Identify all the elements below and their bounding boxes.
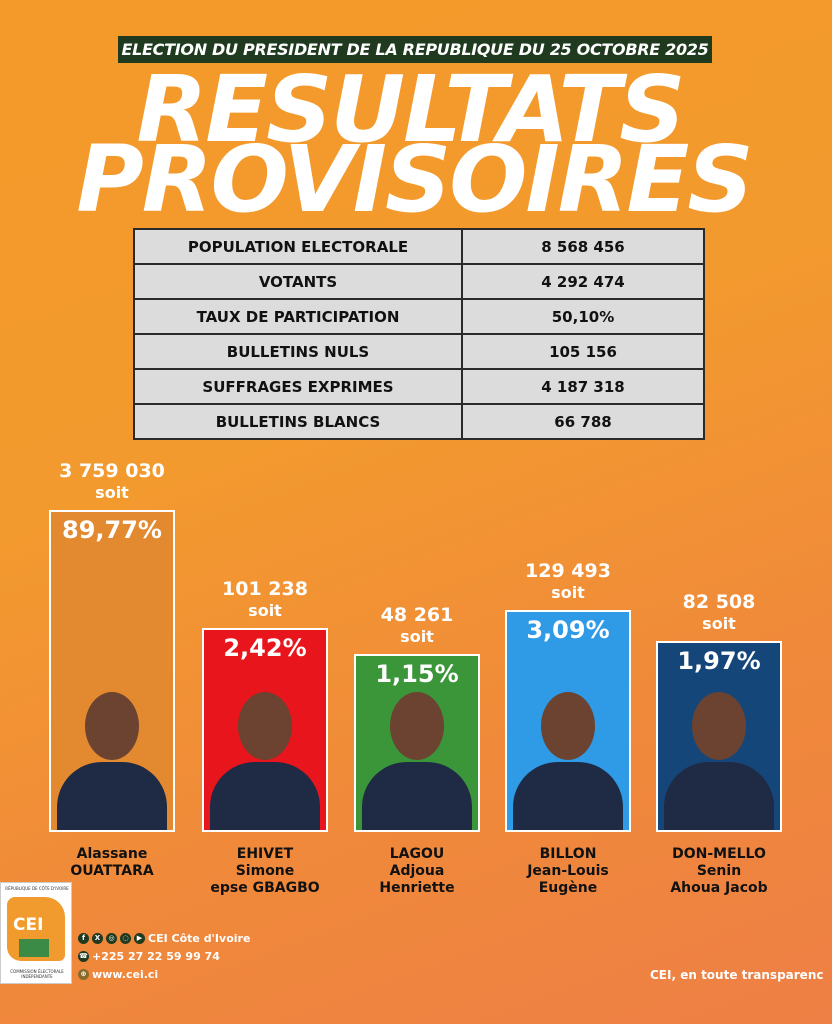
- vote-count: 48 261: [380, 604, 454, 626]
- candidate-name: BILLON Jean-Louis Eugène: [503, 846, 633, 897]
- name-line: EHIVET: [236, 846, 294, 862]
- website-link[interactable]: www.cei.ci: [92, 968, 159, 981]
- percent-label: 2,42%: [223, 634, 307, 662]
- facebook-icon[interactable]: f: [78, 933, 89, 944]
- stat-value: 4 292 474: [461, 263, 705, 300]
- globe-icon: ⊕: [78, 969, 89, 980]
- soit-label: soit: [95, 483, 129, 502]
- vote-count: 82 508: [682, 591, 756, 613]
- stat-label: VOTANTS: [133, 263, 463, 300]
- stat-label: SUFFRAGES EXPRIMES: [133, 368, 463, 405]
- stats-table: POPULATION ELECTORALE 8 568 456 VOTANTS 4 2…: [133, 228, 705, 440]
- social-links: f X ◎ ◌ ▶ CEI Côte d'Ivoire: [78, 932, 250, 945]
- candidate-bar: 1,15%: [354, 654, 480, 832]
- logo-top-text: RÉPUBLIQUE DE CÔTE D'IVOIRE: [5, 886, 69, 891]
- percent-label: 1,97%: [677, 647, 761, 675]
- vote-label: 3 759 030 soit: [39, 460, 185, 504]
- soit-label: soit: [400, 627, 434, 646]
- candidate-bar: 1,97%: [656, 641, 782, 832]
- candidate-photo: [52, 690, 172, 830]
- candidate-photo: [659, 690, 779, 830]
- vote-label: 48 261 soit: [344, 604, 490, 648]
- stat-label: BULLETINS NULS: [133, 333, 463, 370]
- vote-label: 101 238 soit: [192, 578, 338, 622]
- stat-label: TAUX DE PARTICIPATION: [133, 298, 463, 335]
- stats-row: BULLETINS NULS 105 156: [133, 333, 705, 370]
- stat-label: POPULATION ELECTORALE: [133, 228, 463, 265]
- name-line: Simone: [235, 863, 295, 879]
- vote-count: 101 238: [222, 578, 308, 600]
- stat-value: 105 156: [461, 333, 705, 370]
- name-line: OUATTARA: [70, 863, 154, 879]
- percent-label: 3,09%: [526, 616, 610, 644]
- title-resultats: RESULTATS: [136, 56, 685, 163]
- stat-value: 8 568 456: [461, 228, 705, 265]
- vote-label: 129 493 soit: [495, 560, 641, 604]
- name-line: epse GBAGBO: [210, 880, 320, 896]
- logo-cei-text: CEI: [13, 915, 44, 935]
- stats-row: BULLETINS BLANCS 66 788: [133, 403, 705, 440]
- website-line: ⊕ www.cei.ci: [78, 968, 158, 981]
- cei-logo: RÉPUBLIQUE DE CÔTE D'IVOIRE CEI COMMISSI…: [0, 882, 72, 984]
- candidate-photo: [508, 690, 628, 830]
- stats-row: TAUX DE PARTICIPATION 50,10%: [133, 298, 705, 335]
- percent-label: 1,15%: [375, 660, 459, 688]
- candidate-bar: 3,09%: [505, 610, 631, 832]
- ballot-box-icon: [19, 939, 49, 957]
- slogan: CEI, en toute transparenc: [650, 968, 824, 982]
- stats-row: SUFFRAGES EXPRIMES 4 187 318: [133, 368, 705, 405]
- candidate-bar: 2,42%: [202, 628, 328, 832]
- candidate-name: LAGOU Adjoua Henriette: [352, 846, 482, 897]
- stats-row: POPULATION ELECTORALE 8 568 456: [133, 228, 705, 265]
- name-line: Jean-Louis: [527, 863, 609, 879]
- name-line: Senin: [696, 863, 742, 879]
- phone-number: +225 27 22 59 99 74: [92, 950, 220, 963]
- name-line: Henriette: [379, 880, 455, 896]
- name-line: DON-MELLO: [672, 846, 766, 862]
- name-line: BILLON: [539, 846, 597, 862]
- instagram-icon[interactable]: ◎: [106, 933, 117, 944]
- logo-bottom-text: COMMISSION ÉLECTORALE INDÉPENDANTE: [10, 969, 64, 979]
- name-line: Eugène: [538, 880, 598, 896]
- vote-count: 3 759 030: [59, 460, 165, 482]
- soit-label: soit: [551, 583, 585, 602]
- candidate-name: DON-MELLO Senin Ahoua Jacob: [654, 846, 784, 897]
- percent-label: 89,77%: [62, 516, 162, 544]
- name-line: Ahoua Jacob: [670, 880, 768, 896]
- vote-label: 82 508 soit: [646, 591, 792, 635]
- x-icon[interactable]: X: [92, 933, 103, 944]
- stat-value: 50,10%: [461, 298, 705, 335]
- soit-label: soit: [702, 614, 736, 633]
- candidate-name: EHIVET Simone epse GBAGBO: [200, 846, 330, 897]
- name-line: Adjoua: [389, 863, 445, 879]
- vote-count: 129 493: [525, 560, 611, 582]
- soit-label: soit: [248, 601, 282, 620]
- phone-icon: ☎: [78, 951, 89, 962]
- title-provisoires: PROVISOIRES: [76, 126, 753, 233]
- stats-row: VOTANTS 4 292 474: [133, 263, 705, 300]
- stat-label: BULLETINS BLANCS: [133, 403, 463, 440]
- candidate-photo: [357, 690, 477, 830]
- phone-line: ☎ +225 27 22 59 99 74: [78, 950, 220, 963]
- name-line: LAGOU: [389, 846, 445, 862]
- stat-value: 4 187 318: [461, 368, 705, 405]
- election-banner: ELECTION DU PRESIDENT DE LA REPUBLIQUE D…: [118, 36, 712, 63]
- candidate-photo: [205, 690, 325, 830]
- candidate-name: Alassane OUATTARA: [47, 846, 177, 880]
- whatsapp-icon[interactable]: ◌: [120, 933, 131, 944]
- candidate-bar: 89,77%: [49, 510, 175, 832]
- name-line: Alassane: [76, 846, 148, 862]
- stat-value: 66 788: [461, 403, 705, 440]
- social-handle: CEI Côte d'Ivoire: [148, 932, 251, 945]
- youtube-icon[interactable]: ▶: [134, 933, 145, 944]
